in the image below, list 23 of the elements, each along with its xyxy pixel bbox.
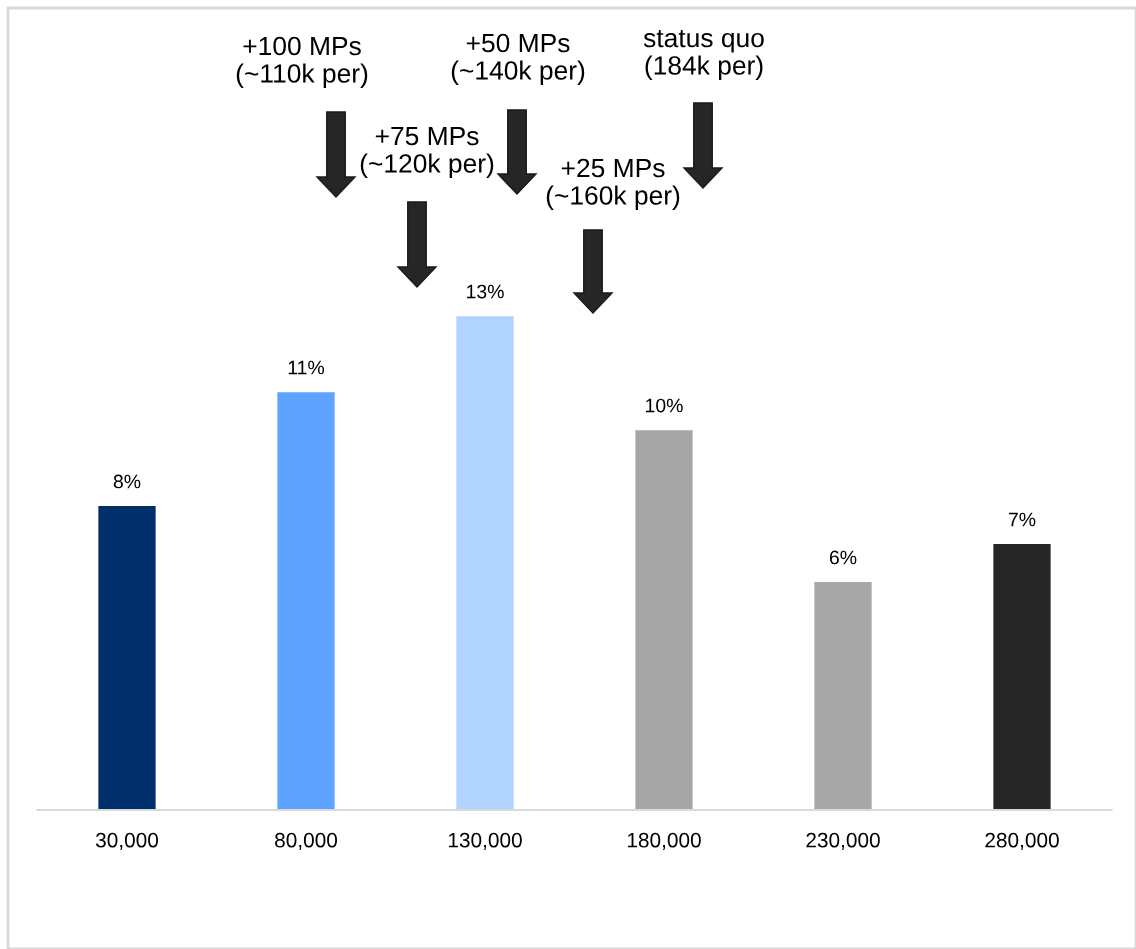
x-tick-label: 180,000 — [627, 832, 701, 850]
x-tick-label: 130,000 — [448, 832, 522, 850]
bar — [814, 582, 872, 810]
data-label: 13% — [467, 284, 504, 299]
text: status quo (184k per) — [643, 30, 764, 81]
bar — [993, 544, 1051, 810]
bar — [98, 506, 156, 810]
data-label: 8% — [113, 474, 141, 489]
text: +100 MPs (~110k per) — [236, 36, 368, 89]
bar — [277, 392, 335, 810]
bar — [456, 316, 514, 810]
data-label: 6% — [829, 550, 857, 565]
x-tick-label: 30,000 — [95, 832, 159, 850]
data-label: 7% — [1008, 512, 1036, 527]
data-label: 11% — [288, 360, 325, 375]
x-tick-label: 80,000 — [275, 832, 338, 850]
bar — [635, 430, 693, 810]
text: +75 MPs (~120k per) — [360, 126, 494, 179]
text: +50 MPs (~140k per) — [451, 33, 585, 86]
text: +25 MPs (~160k per) — [546, 158, 680, 211]
x-tick-label: 280,000 — [985, 832, 1059, 850]
data-label: 10% — [646, 398, 683, 413]
x-tick-label: 230,000 — [806, 832, 880, 850]
